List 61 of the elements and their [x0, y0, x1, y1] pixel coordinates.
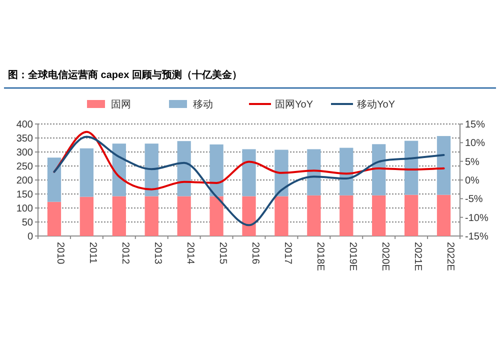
bar	[112, 196, 126, 236]
bar	[177, 196, 191, 236]
y-tick-label: 250	[16, 162, 34, 172]
x-tick-label: 2021E	[412, 242, 423, 272]
bar	[177, 141, 191, 196]
bar	[80, 148, 94, 197]
y-tick-label: 50	[22, 218, 34, 228]
bar	[307, 149, 321, 196]
y2-tick-label: -5%	[465, 194, 483, 206]
bar	[404, 140, 418, 195]
y-tick-label: 0	[27, 232, 34, 242]
x-tick-label: 2017	[282, 242, 293, 265]
x-tick-label: 2014	[184, 242, 196, 265]
y-tick-label: 350	[16, 134, 34, 144]
bar	[436, 136, 451, 195]
bar	[340, 195, 354, 236]
bar	[47, 158, 62, 202]
bar	[144, 196, 158, 236]
legend-label: 移动	[193, 98, 213, 110]
x-tick-label: 2019E	[346, 242, 358, 272]
x-tick-label: 2022E	[444, 242, 456, 272]
line-series	[53, 136, 445, 226]
y-tick-label: 300	[16, 148, 34, 158]
bar	[242, 149, 256, 196]
y-tick-label: 150	[16, 190, 34, 200]
bar	[210, 144, 224, 196]
bar	[274, 150, 288, 196]
y-tick-label: 100	[16, 204, 34, 214]
y2-tick-label: 5%	[465, 156, 480, 168]
y2-tick-label: -15%	[465, 232, 488, 242]
y2-tick-label: 0%	[465, 176, 480, 186]
x-tick-label: 2018E	[314, 242, 326, 272]
bar	[436, 194, 451, 236]
legend-label: 移动YoY	[357, 98, 396, 110]
bar	[274, 196, 288, 236]
y-tick-label: 400	[16, 120, 34, 130]
x-tick-label: 2012	[120, 242, 131, 265]
y2-tick-label: -10%	[465, 212, 488, 224]
bar	[404, 194, 418, 236]
x-tick-label: 2013	[152, 242, 164, 265]
line-series	[53, 130, 445, 190]
bar	[307, 195, 321, 236]
x-tick-label: 2015	[217, 242, 228, 265]
bar	[372, 195, 386, 236]
bar	[242, 196, 256, 236]
chart-title: 图：全球电信运营商 capex 回顾与预测（十亿美金）	[8, 69, 242, 81]
y-tick-label: 200	[16, 176, 34, 186]
bar	[340, 148, 354, 196]
x-tick-label: 2016	[250, 242, 260, 265]
x-tick-label: 2011	[87, 242, 98, 264]
y2-tick-label: 15%	[465, 120, 486, 130]
x-tick-label: 2010	[54, 242, 66, 265]
bar	[144, 144, 158, 196]
legend-label: 固网	[111, 100, 131, 110]
bar	[372, 144, 386, 196]
x-tick-label: 2020E	[379, 242, 390, 272]
bar	[210, 196, 224, 236]
legend-label: 固网YoY	[275, 100, 314, 110]
bar	[47, 202, 62, 236]
y2-tick-label: 10%	[465, 138, 486, 150]
bar	[80, 196, 94, 236]
